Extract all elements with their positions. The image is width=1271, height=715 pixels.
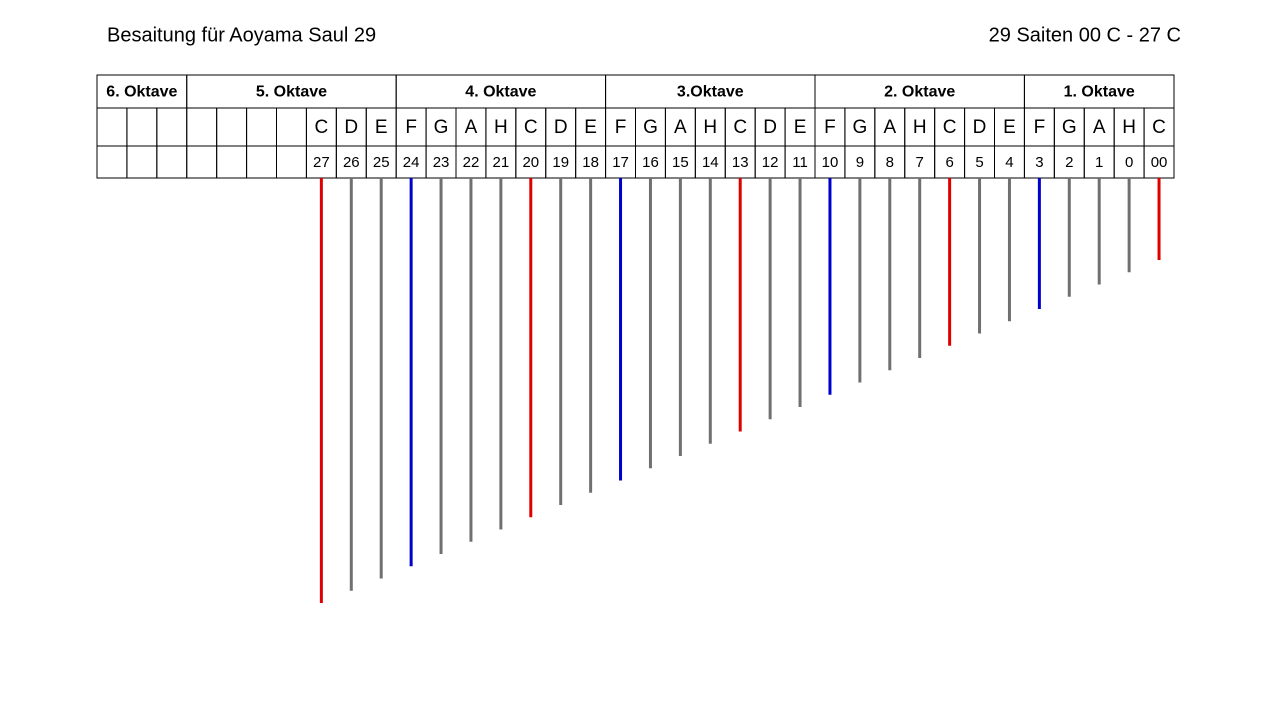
title: Besaitung für Aoyama Saul 29 [107, 24, 376, 46]
octave-label: 1. Oktave [1064, 84, 1135, 101]
number-cell [126, 145, 158, 179]
note-cell [186, 107, 218, 147]
octave-label: 3.Oktave [677, 84, 744, 101]
note-cell [156, 107, 188, 147]
string-number: 11 [792, 154, 808, 171]
note-label: D [344, 117, 358, 138]
note-label: E [375, 117, 388, 138]
string-number: 6 [945, 154, 953, 171]
note-label: F [405, 117, 417, 138]
note-label: C [1152, 117, 1166, 138]
note-label: F [1034, 117, 1046, 138]
note-label: G [434, 117, 449, 138]
string-number: 00 [1151, 154, 1168, 171]
note-cell [96, 107, 128, 147]
note-label: H [494, 117, 508, 138]
string-number: 5 [975, 154, 983, 171]
octave-label: 5. Oktave [256, 84, 327, 101]
note-label: E [1003, 117, 1016, 138]
note-label: E [584, 117, 597, 138]
number-cell [156, 145, 188, 179]
string-number: 20 [522, 154, 539, 171]
note-label: A [674, 117, 687, 138]
note-label: F [615, 117, 627, 138]
note-label: A [465, 117, 478, 138]
note-label: A [1093, 117, 1106, 138]
number-cell [246, 145, 277, 179]
string-number: 14 [702, 154, 719, 171]
string-number: 21 [493, 154, 510, 171]
note-label: C [524, 117, 538, 138]
note-label: H [913, 117, 927, 138]
note-label: E [794, 117, 807, 138]
note-label: H [1122, 117, 1136, 138]
note-label: G [643, 117, 658, 138]
note-cell [246, 107, 277, 147]
string-number: 9 [856, 154, 864, 171]
string-number: 23 [433, 154, 450, 171]
octave-label: 6. Oktave [106, 84, 177, 101]
subtitle: 29 Saiten 00 C - 27 C [989, 24, 1181, 46]
string-number: 18 [582, 154, 599, 171]
note-label: A [883, 117, 896, 138]
number-cell [186, 145, 218, 179]
string-number: 17 [612, 154, 629, 171]
note-label: G [852, 117, 867, 138]
string-number: 16 [642, 154, 659, 171]
string-number: 0 [1125, 154, 1133, 171]
string-number: 27 [313, 154, 330, 171]
string-number: 19 [552, 154, 569, 171]
note-label: F [824, 117, 836, 138]
string-number: 25 [373, 154, 390, 171]
string-number: 4 [1005, 154, 1013, 171]
string-number: 12 [762, 154, 779, 171]
note-label: D [763, 117, 777, 138]
string-number: 22 [463, 154, 480, 171]
number-cell [96, 145, 128, 179]
string-number: 7 [916, 154, 924, 171]
number-cell [216, 145, 248, 179]
number-cell [276, 145, 307, 179]
note-label: C [943, 117, 957, 138]
note-cell [276, 107, 307, 147]
note-label: H [703, 117, 717, 138]
note-label: G [1062, 117, 1077, 138]
string-number: 1 [1095, 154, 1103, 171]
octave-label: 2. Oktave [884, 84, 955, 101]
string-number: 2 [1065, 154, 1073, 171]
note-label: C [315, 117, 329, 138]
string-number: 8 [886, 154, 894, 171]
note-cell [126, 107, 158, 147]
note-cell [216, 107, 248, 147]
octave-label: 4. Oktave [465, 84, 536, 101]
note-label: D [554, 117, 568, 138]
string-number: 13 [732, 154, 749, 171]
note-label: D [973, 117, 987, 138]
string-number: 3 [1035, 154, 1043, 171]
string-number: 15 [672, 154, 689, 171]
string-number: 10 [822, 154, 839, 171]
note-label: C [733, 117, 747, 138]
string-number: 24 [403, 154, 420, 171]
string-number: 26 [343, 154, 360, 171]
